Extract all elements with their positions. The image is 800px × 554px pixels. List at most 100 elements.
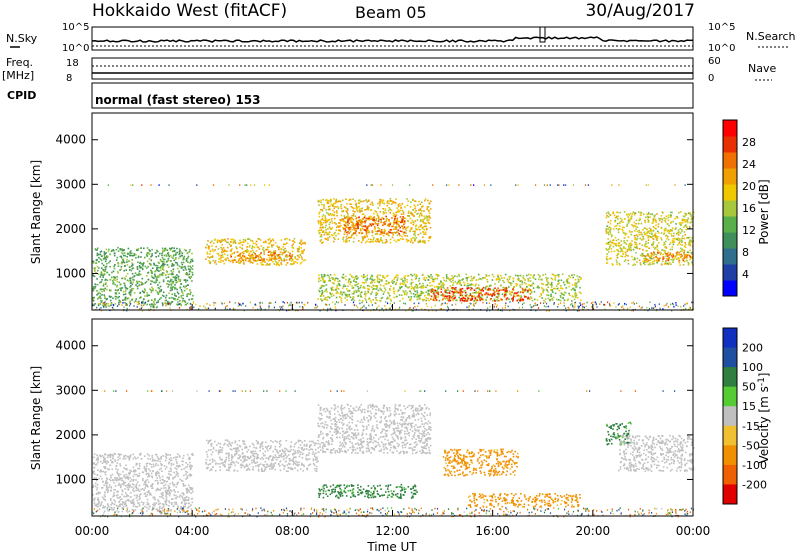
power-cell [485,292,488,294]
power-cell [465,277,467,279]
power-cell [123,249,125,251]
power-cell [373,228,376,230]
power-cell [413,273,416,276]
power-cell [152,304,155,307]
power-cell [627,255,629,257]
velocity-cell [185,489,188,491]
power-cell [264,240,267,243]
power-cell [161,252,163,255]
power-cell [507,280,509,282]
power-cell [363,235,366,238]
power-cell [643,257,645,260]
power-cell [151,254,153,257]
power-cell [452,293,454,295]
power-cell [486,285,489,288]
power-noise-cell [458,184,460,186]
power-cell [298,256,300,259]
power-cell [352,298,354,300]
power-cell [519,284,521,286]
power-cell [466,276,469,279]
power-noise-cell [440,304,442,306]
power-cell [346,212,349,215]
power-cell [333,211,336,214]
power-cell [177,275,180,278]
power-noise-cell [689,307,691,309]
power-cell [459,294,462,297]
power-cell [110,304,112,307]
power-cell [375,218,378,220]
power-cell [145,253,148,256]
power-cell [342,285,345,288]
power-cell [489,288,491,291]
power-noise-cell [447,307,449,309]
power-cell [681,250,683,252]
power-cell [676,253,679,256]
power-cell [479,298,482,301]
power-cell [349,273,351,276]
power-cell [468,284,470,287]
power-cell [427,290,430,292]
power-noise-cell [111,306,114,309]
power-cell [639,237,642,240]
power-cell [166,302,169,305]
power-noise-cell [581,307,583,310]
power-cell [471,279,474,282]
power-cell [414,205,417,208]
velocity-cell [125,473,128,476]
power-cell [397,223,400,226]
power-cell [463,284,466,287]
power-cell [257,237,260,240]
power-cell [646,254,649,257]
power-cell [241,258,244,261]
power-cell [156,264,159,267]
power-cell [289,258,291,260]
power-cell [424,286,427,288]
power-cell [161,254,163,257]
power-cell [259,239,262,241]
power-cell [230,241,232,243]
power-cell [632,225,635,228]
power-cell [329,213,331,215]
power-cell [92,299,95,302]
power-cell [606,259,609,261]
power-cell [656,261,658,264]
nave-label: Nave [748,62,776,75]
velocity-cell [151,476,154,479]
power-cell [459,279,461,282]
power-cell [645,258,647,261]
power-cell [124,296,127,299]
power-cell [652,230,655,232]
power-cell [136,285,139,288]
power-cell [627,259,629,262]
power-cell [423,218,426,221]
power-cell [569,276,572,279]
power-cell [224,238,226,241]
power-cell [368,285,371,287]
power-cell [166,260,168,263]
power-cell [428,212,431,214]
power-cell [150,289,152,291]
power-cell [243,263,245,265]
power-noise-cell [273,306,275,309]
power-cell [169,249,171,251]
power-cell [512,289,515,292]
power-cell [431,284,433,287]
power-cell [253,252,255,254]
power-cell [486,278,489,281]
power-cell [162,262,165,265]
power-cell [165,249,168,251]
power-cell [660,221,663,223]
power-cell [327,208,330,211]
power-cell [332,204,334,206]
power-cell [554,279,556,281]
power-cell [415,277,418,279]
power-cell [260,263,263,266]
power-noise-cell [289,303,291,305]
power-cell [449,278,451,281]
power-cell [421,292,423,294]
power-cell [404,283,407,286]
power-cell [372,299,374,301]
power-cell [392,234,394,236]
power-cell [381,290,383,292]
power-cell [473,276,476,278]
